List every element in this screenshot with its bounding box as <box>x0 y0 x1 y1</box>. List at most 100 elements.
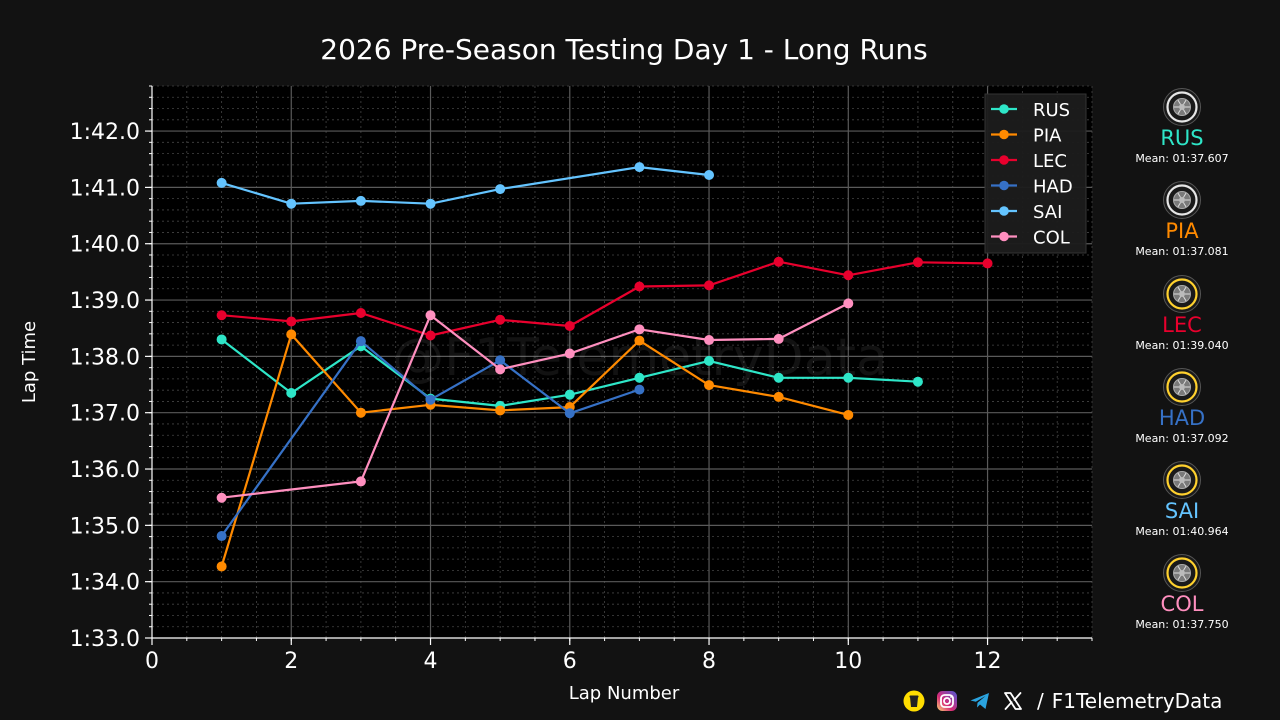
telegram-icon[interactable] <box>969 690 991 712</box>
driver-code: HAD <box>1158 406 1206 430</box>
y-tick-label: 1:41.0 <box>70 176 140 201</box>
driver-card-sai: SAI Mean: 01:40.964 <box>1112 461 1252 538</box>
data-point-col <box>495 364 506 375</box>
legend-marker <box>999 180 1009 191</box>
data-point-lec <box>286 316 297 327</box>
chart-title: 2026 Pre-Season Testing Day 1 - Long Run… <box>320 33 927 66</box>
y-tick-label: 1:38.0 <box>70 345 140 370</box>
tyre-spoke <box>1177 286 1181 292</box>
data-point-pia <box>355 407 366 418</box>
data-point-had <box>216 531 227 542</box>
data-point-lec <box>704 280 715 291</box>
data-point-sai <box>216 177 227 188</box>
data-point-col <box>704 335 715 346</box>
data-point-lec <box>495 314 506 325</box>
y-tick-label: 1:37.0 <box>70 402 140 427</box>
tyre-spoke <box>1183 575 1187 581</box>
buymeacoffee-icon[interactable] <box>903 690 925 712</box>
legend-marker <box>999 104 1009 114</box>
tyre-spoke <box>1177 99 1181 105</box>
data-point-pia <box>773 391 784 402</box>
legend-label: LEC <box>1033 151 1067 172</box>
tyre-icon <box>1163 461 1201 499</box>
legend-label: RUS <box>1033 100 1070 121</box>
tyre-hub <box>1179 104 1185 110</box>
minor-grid <box>152 85 1093 638</box>
legend-marker <box>999 231 1009 242</box>
data-point-rus <box>773 372 784 383</box>
tyre-spoke <box>1183 482 1187 488</box>
x-tick-label: 0 <box>145 649 159 674</box>
y-tick-label: 1:40.0 <box>70 233 140 258</box>
tyre-spoke <box>1177 192 1181 198</box>
data-point-rus <box>286 387 297 398</box>
data-point-had <box>564 408 575 419</box>
x-axis-label: Lap Number <box>569 683 680 704</box>
data-point-rus <box>704 355 715 366</box>
driver-mean: Mean: 01:37.092 <box>1135 432 1229 445</box>
y-tick-label: 1:36.0 <box>70 458 140 483</box>
legend-label: COL <box>1033 228 1070 249</box>
data-point-sai <box>704 169 715 180</box>
data-point-lec <box>564 320 575 331</box>
driver-card-lec: LEC Mean: 01:39.040 <box>1112 275 1252 352</box>
social-separator: / <box>1037 689 1044 713</box>
data-point-col <box>355 476 366 487</box>
driver-mean: Mean: 01:40.964 <box>1135 525 1229 538</box>
data-point-col <box>216 492 227 503</box>
x-icon[interactable] <box>1002 690 1024 712</box>
y-tick-label: 1:33.0 <box>70 627 140 652</box>
driver-mean: Mean: 01:37.607 <box>1135 152 1229 165</box>
data-point-lec <box>843 270 854 281</box>
tyre-spoke <box>1177 482 1181 488</box>
data-point-sai <box>355 195 366 206</box>
tyre-hub <box>1179 384 1185 390</box>
tyre-spoke <box>1183 286 1187 292</box>
data-point-lec <box>355 307 366 318</box>
plot-area <box>152 86 1092 638</box>
data-point-lec <box>216 310 227 321</box>
data-point-col <box>634 324 645 335</box>
driver-code: RUS <box>1160 126 1204 150</box>
social-footer: / F1TelemetryData <box>903 686 1222 716</box>
tyre-spoke <box>1183 99 1187 105</box>
tyre-icon <box>1163 275 1201 313</box>
data-point-lec <box>425 330 436 341</box>
legend-marker <box>999 206 1009 216</box>
y-axis-label: Lap Time <box>19 321 40 403</box>
x-tick-label: 10 <box>834 649 862 674</box>
legend: RUS PIA LEC HAD SAI COL <box>984 93 1087 254</box>
data-point-lec <box>773 256 784 267</box>
y-tick-label: 1:42.0 <box>70 120 140 145</box>
tyre-spoke <box>1183 296 1187 302</box>
tyre-compound-band <box>1166 91 1198 123</box>
x-tick-label: 8 <box>702 649 716 674</box>
tyre-spoke <box>1183 379 1187 385</box>
tyre-hub <box>1179 197 1185 203</box>
instagram-icon[interactable] <box>936 690 958 712</box>
driver-code: SAI <box>1164 499 1200 523</box>
tyre-compound-band <box>1166 371 1198 403</box>
data-point-pia <box>495 405 506 416</box>
x-tick-label: 4 <box>424 649 438 674</box>
data-point-had <box>495 355 506 366</box>
tyre-spoke <box>1177 109 1181 115</box>
tyre-spoke <box>1183 472 1187 478</box>
legend-marker <box>999 155 1009 165</box>
data-point-lec <box>634 281 645 292</box>
tyre-spoke <box>1177 565 1181 571</box>
tyre-compound-band <box>1166 557 1198 589</box>
tyre-spoke <box>1183 109 1187 115</box>
series-line-lec <box>221 260 988 337</box>
x-tick-label: 6 <box>563 649 577 674</box>
tyre-icon <box>1163 88 1201 126</box>
axes: 0 2 4 6 8 10 12 1:33.0 1:34.0 1:35.0 1:36.0 1:37.0 1… <box>70 85 1093 674</box>
social-handle[interactable]: F1TelemetryData <box>1051 689 1223 713</box>
tyre-icon <box>1163 368 1201 406</box>
data-point-rus <box>843 372 854 383</box>
data-point-col <box>843 298 854 309</box>
data-point-rus <box>912 376 923 387</box>
series-line-pia <box>220 333 849 567</box>
data-point-rus <box>216 334 227 345</box>
data-point-pia <box>286 329 297 340</box>
